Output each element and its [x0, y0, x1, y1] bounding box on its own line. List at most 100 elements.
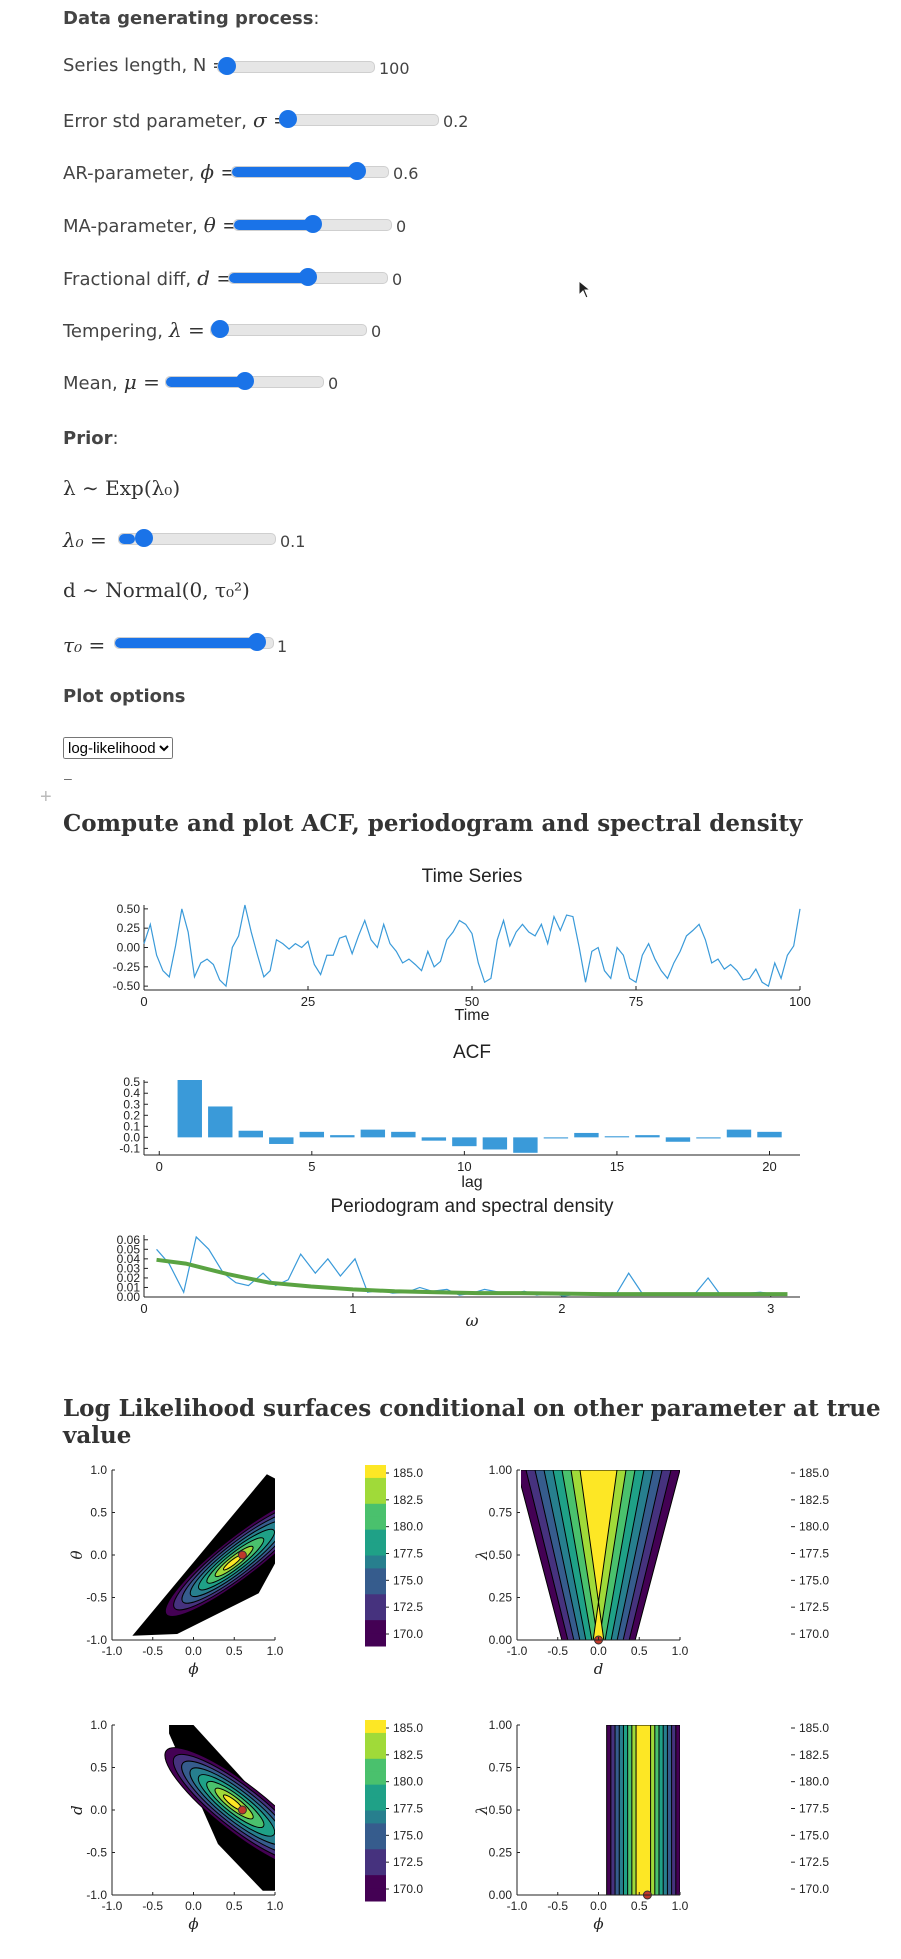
colorbar-swatch [366, 1465, 386, 1479]
acf-bar [665, 1137, 691, 1142]
x-tick-label: 75 [629, 994, 643, 1009]
add-cell-icon[interactable]: + [40, 786, 52, 808]
x-tick-label: 10 [457, 1159, 471, 1174]
slider-handle[interactable] [278, 110, 297, 128]
colorbar-swatch [366, 1620, 386, 1634]
slider-handle[interactable] [211, 320, 229, 338]
acf-bar [574, 1132, 599, 1138]
slider-value: 0.6 [393, 164, 419, 183]
colorbar-label: 185.0 [799, 1466, 829, 1480]
axis-label: ϕ [188, 1915, 198, 1933]
slider-handle[interactable] [347, 162, 366, 180]
slider-handle[interactable] [303, 215, 322, 233]
x-tick-label: 0.5 [226, 1899, 243, 1913]
x-tick-label: 0.0 [185, 1644, 202, 1658]
colorbar-swatch [366, 1784, 386, 1799]
colorbar-swatch [366, 1581, 386, 1595]
colorbar-swatch [366, 1633, 386, 1647]
slider-track[interactable] [210, 320, 367, 338]
colorbar-swatch [366, 1607, 386, 1621]
colorbar-label: 180.0 [393, 1775, 423, 1789]
lambda0-slider[interactable] [118, 529, 276, 547]
y-tick-label: 0.03 [117, 1261, 141, 1275]
x-tick-label: -0.5 [142, 1899, 163, 1913]
lambda0-label: λ₀ = [63, 528, 107, 552]
acf-bar [391, 1131, 416, 1138]
y-tick-label: -0.1 [119, 1141, 140, 1155]
prior-heading: Prior: [63, 428, 119, 449]
slider-handle[interactable] [299, 268, 317, 286]
slider-handle[interactable] [248, 633, 267, 651]
y-tick-label: 0.2 [123, 1108, 140, 1122]
x-tick-label: -0.5 [547, 1644, 568, 1658]
contour-body [606, 1725, 680, 1895]
acf-bar [238, 1130, 263, 1138]
plot-type-select[interactable]: log-likelihood [63, 737, 173, 759]
y-tick-label: 0.01 [117, 1280, 141, 1294]
acf-bar [330, 1135, 355, 1138]
contour-panel: -1.0 -0.5 0.0 0.5 1.0 1.0 0.5 0.0 -0.5 -1.0 ϕ d 185.… [68, 1718, 423, 1933]
colorbar-swatch [366, 1529, 386, 1544]
slider-handle[interactable] [134, 529, 153, 547]
y-tick-label: 0.0 [90, 1548, 107, 1562]
colorbar-label: 170.0 [799, 1627, 829, 1641]
y-tick-label: -1.0 [86, 1888, 107, 1902]
y-tick-label: -0.5 [86, 1846, 107, 1860]
colorbar-swatch [366, 1503, 386, 1518]
slider-track[interactable] [231, 162, 389, 180]
slider-label: Series length, N = [63, 55, 227, 76]
section-loglik-title: Log Likelihood surfaces conditional on o… [63, 1395, 881, 1449]
colorbar-swatch [366, 1720, 386, 1734]
true-value-marker [237, 1805, 247, 1815]
colorbar-label: 175.0 [799, 1828, 829, 1842]
plot-options-heading: Plot options [63, 686, 186, 707]
periodogram-line [156, 1235, 788, 1297]
colorbar-swatch [366, 1771, 386, 1786]
axis-label: ω [465, 1311, 478, 1330]
y-tick-label: 0.1 [123, 1119, 140, 1133]
slider-value: 0 [392, 270, 403, 289]
y-tick-label: 0.5 [90, 1506, 107, 1520]
colorbar-swatch [366, 1823, 386, 1837]
x-tick-label: 0 [140, 1301, 147, 1316]
y-tick-label: 0.75 [489, 1506, 513, 1520]
slider-track[interactable] [233, 215, 392, 233]
axis-label: θ [68, 1550, 86, 1559]
slider-label: Error std parameter, σ = [63, 108, 290, 132]
slider-track[interactable] [228, 268, 388, 286]
colorbar-swatch [366, 1810, 386, 1824]
slider-symbol: λ = [169, 318, 205, 342]
tau0-label: τ₀ = [63, 633, 106, 657]
tau0-slider[interactable] [114, 633, 274, 651]
slider-track[interactable] [165, 372, 324, 390]
colorbar-label: 170.0 [393, 1627, 423, 1641]
acf-bar [269, 1137, 294, 1144]
x-tick-label: 0.0 [590, 1644, 607, 1658]
colorbar-label: 175.0 [799, 1573, 829, 1587]
contour-body [132, 1474, 275, 1636]
x-tick-label: 0.5 [226, 1644, 243, 1658]
acf-bar [452, 1137, 477, 1147]
section-acf-title: Compute and plot ACF, periodogram and sp… [63, 810, 803, 837]
x-tick-label: -1.0 [507, 1644, 528, 1658]
colorbar-label: 175.0 [393, 1573, 423, 1587]
slider-handle[interactable] [218, 57, 236, 75]
colorbar-swatch [366, 1732, 386, 1747]
x-tick-label: 0.0 [590, 1899, 607, 1913]
mouse-cursor-icon [578, 280, 592, 299]
colorbar-label: 177.5 [799, 1802, 829, 1816]
colorbar-label: 182.5 [799, 1748, 829, 1762]
slider-label-text: Tempering, [63, 321, 164, 342]
slider-handle[interactable] [235, 372, 254, 390]
slider-symbol: d = [197, 266, 234, 290]
y-tick-label: 0.04 [117, 1252, 141, 1266]
y-tick-label: 0.02 [117, 1271, 141, 1285]
slider-track[interactable] [278, 110, 439, 128]
slider-track[interactable] [217, 57, 375, 75]
acf-bar [696, 1137, 721, 1139]
contour-panel: -1.0 -0.5 0.0 0.5 1.0 1.0 0.5 0.0 -0.5 -1.0 ϕ θ 185.… [68, 1463, 423, 1678]
acf-bar [208, 1106, 233, 1138]
axis-label: d [68, 1805, 86, 1815]
tau0-value: 1 [277, 637, 288, 656]
contour-panel: -1.0 -0.5 0.0 0.5 1.0 1.00 0.75 0.50 0.25 0.00 d λ 1… [366, 1463, 829, 1678]
